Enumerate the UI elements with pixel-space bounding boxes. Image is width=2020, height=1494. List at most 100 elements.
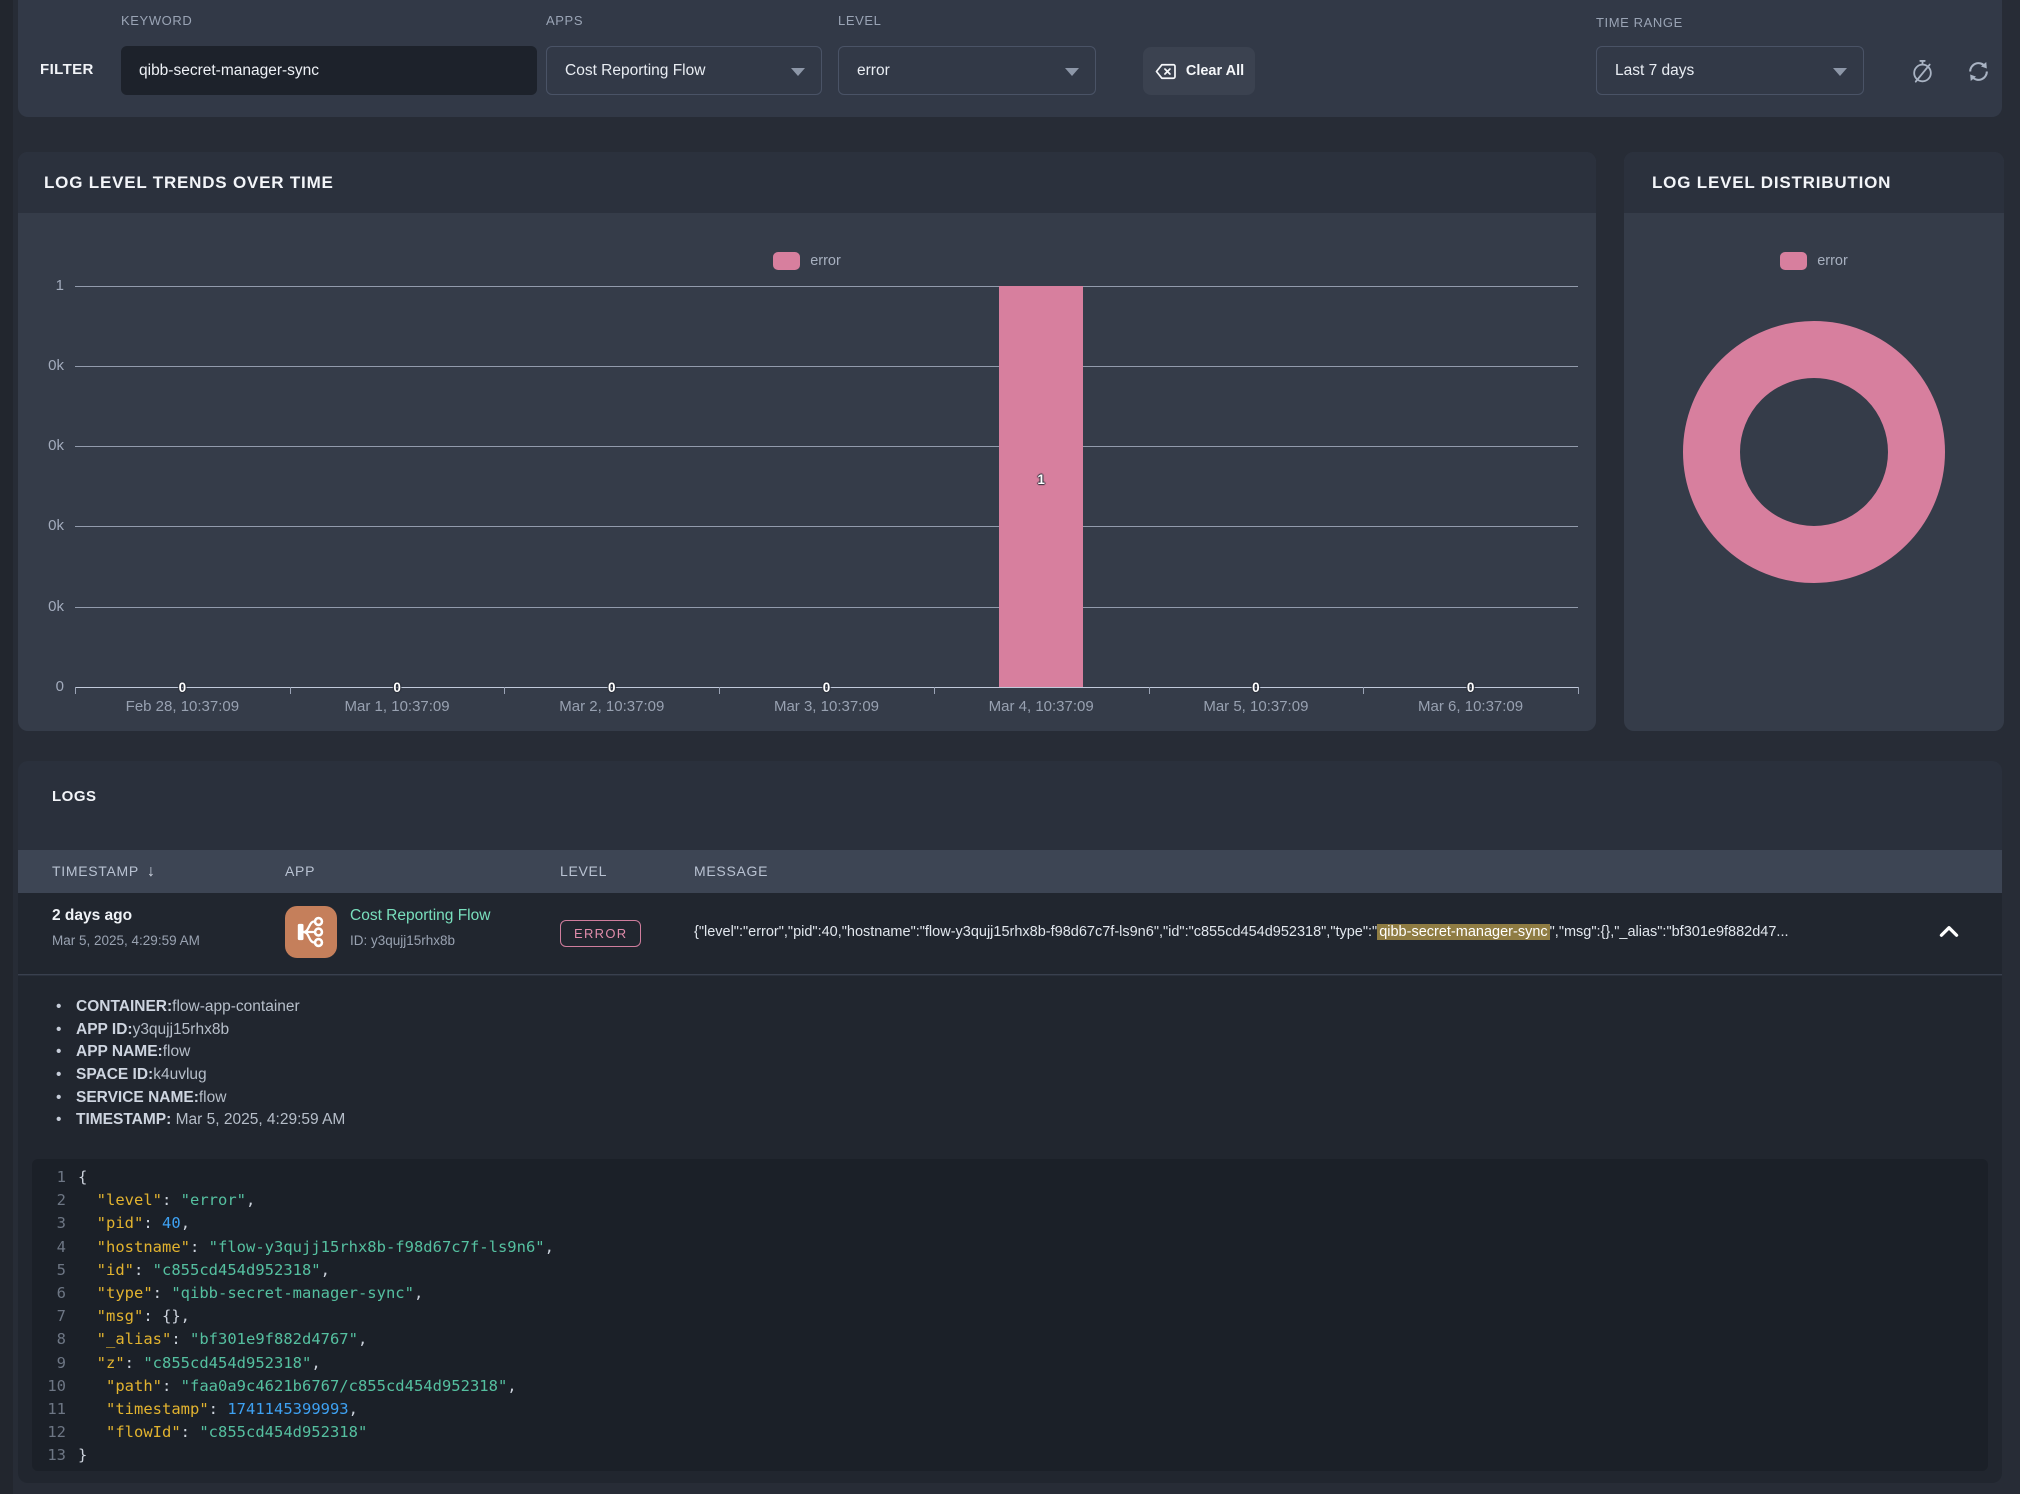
code-token: ,: [180, 1214, 191, 1233]
code-token: :: [143, 1214, 163, 1233]
code-line: 5 "id": "c855cd454d952318",: [38, 1259, 1988, 1282]
code-token: 40: [162, 1214, 181, 1233]
x-axis-tick-label: Mar 6, 10:37:09: [1418, 698, 1524, 715]
code-token: {},: [162, 1307, 191, 1326]
trends-panel-title: LOG LEVEL TRENDS OVER TIME: [44, 173, 334, 192]
code-token: "_alias": [96, 1330, 172, 1349]
code-token: ,: [413, 1283, 424, 1302]
metadata-label: SPACE ID:: [76, 1066, 154, 1084]
code-token: "bf301e9f882d4767": [190, 1330, 358, 1349]
line-number: 8: [56, 1330, 66, 1349]
chevron-up-icon: [1939, 926, 1959, 937]
log-json-viewer[interactable]: 1{2 "level": "error", 3 "pid": 40, 4 "host…: [32, 1159, 1988, 1471]
keyword-label: KEYWORD: [121, 13, 193, 28]
chart-gridline: [75, 526, 1578, 527]
apps-select-value: Cost Reporting Flow: [565, 61, 706, 79]
time-range-select[interactable]: Last 7 days: [1596, 46, 1864, 95]
metadata-value: flow: [162, 1043, 191, 1061]
code-token: ,: [507, 1376, 517, 1395]
log-metadata-item: CONTAINER:flow-app-container: [56, 998, 345, 1021]
log-level-trends-panel: LOG LEVEL TRENDS OVER TIME error 1 0k 0k 0k…: [18, 152, 1596, 731]
line-number: 12: [47, 1423, 66, 1442]
line-number: 3: [56, 1214, 66, 1233]
code-token: :: [171, 1330, 190, 1349]
log-message: {"level":"error","pid":40,"hostname":"fl…: [694, 924, 1789, 940]
line-number: 2: [56, 1191, 66, 1210]
line-number: 1: [56, 1168, 66, 1186]
chart-gridline: [75, 446, 1578, 447]
zero-value-label: 0: [393, 680, 401, 695]
x-axis-tick-mark: [1363, 687, 1365, 694]
code-token: "msg": [96, 1307, 144, 1326]
refresh-icon: [1968, 61, 1988, 81]
x-axis-tick-mark: [719, 687, 721, 694]
keyword-input[interactable]: qibb-secret-manager-sync: [121, 46, 537, 95]
flow-branches-icon: [297, 916, 324, 948]
apps-label: APPS: [546, 13, 584, 28]
x-axis-tick-label: Mar 5, 10:37:09: [1203, 698, 1309, 715]
code-token: [78, 1307, 97, 1325]
line-number: 13: [47, 1446, 66, 1465]
filter-bar-title: FILTER: [40, 61, 94, 78]
column-header-app[interactable]: APP: [285, 863, 316, 879]
log-app-name-link[interactable]: Cost Reporting Flow: [350, 907, 491, 924]
code-token: "c855cd454d952318": [143, 1353, 312, 1372]
code-token: ,: [357, 1330, 368, 1349]
keyword-input-value: qibb-secret-manager-sync: [139, 61, 320, 79]
code-line: 1{: [38, 1166, 1988, 1189]
chevron-down-icon: [791, 67, 805, 76]
metadata-label: APP ID:: [76, 1020, 133, 1038]
collapse-row-button[interactable]: [1936, 919, 1962, 945]
code-token: [78, 1238, 97, 1256]
y-axis-tick-label: 0: [55, 678, 64, 695]
timer-off-icon: [1912, 59, 1932, 83]
logs-title: LOGS: [52, 788, 97, 805]
column-header-message[interactable]: MESSAGE: [694, 863, 769, 879]
code-line: 11 "timestamp": 1741145399993,: [38, 1398, 1988, 1421]
error-legend-swatch: [773, 252, 801, 270]
metadata-label: SERVICE NAME:: [76, 1088, 199, 1106]
trends-legend-error[interactable]: error: [18, 252, 1596, 270]
zero-value-label: 0: [1466, 680, 1475, 695]
log-table-row[interactable]: 2 days ago Mar 5, 2025, 4:29:59 AM Cost …: [18, 893, 2002, 975]
column-header-level[interactable]: LEVEL: [560, 863, 608, 879]
code-token: "c855cd454d952318": [199, 1423, 368, 1442]
column-header-timestamp[interactable]: TIMESTAMP ↓: [52, 863, 156, 880]
metadata-value: flow: [198, 1088, 227, 1106]
clear-all-button[interactable]: Clear All: [1143, 47, 1255, 95]
logs-panel: LOGS TIMESTAMP ↓ APP LEVEL MESSAGE 2 days…: [18, 761, 2002, 1483]
x-axis-tick-mark: [289, 687, 291, 694]
metadata-label: CONTAINER:: [76, 998, 173, 1015]
code-line: 6 "type": "qibb-secret-manager-sync",: [38, 1282, 1988, 1305]
zero-value-label: 0: [822, 680, 831, 695]
code-line: 7 "msg": {},: [38, 1305, 1988, 1328]
code-line: 12 "flowId": "c855cd454d952318": [38, 1421, 1988, 1444]
x-axis-tick-mark: [1148, 687, 1150, 694]
x-axis-tick-label: Mar 3, 10:37:09: [773, 698, 880, 715]
time-range-select-value: Last 7 days: [1615, 61, 1695, 79]
code-token: "flowId": [106, 1423, 181, 1442]
code-token: [78, 1400, 106, 1418]
refresh-button[interactable]: [1963, 56, 1993, 86]
code-token: "hostname": [96, 1237, 190, 1256]
y-axis-tick-label: 0k: [48, 598, 64, 615]
apps-select[interactable]: Cost Reporting Flow: [546, 46, 822, 95]
x-axis-tick-mark: [504, 687, 506, 694]
level-select[interactable]: error: [838, 46, 1096, 95]
log-metadata-list: CONTAINER:flow-app-containerAPP ID:y3quj…: [56, 998, 345, 1134]
code-token: "flow-y3qujj15rhx8b-f98d67c7f-ls9n6": [208, 1237, 545, 1256]
backspace-clear-icon: [1155, 63, 1176, 79]
code-token: :: [180, 1423, 200, 1442]
filter-bar: FILTER KEYWORD qibb-secret-manager-sync …: [18, 0, 2002, 117]
log-metadata-item: TIMESTAMP: Mar 5, 2025, 4:29:59 AM: [56, 1111, 345, 1134]
log-app-id: ID: y3qujj15rhx8b: [350, 933, 456, 948]
distribution-legend-error[interactable]: error: [1624, 252, 2004, 270]
flow-app-icon: [285, 906, 337, 958]
code-token: :: [162, 1191, 181, 1210]
code-token: ,: [348, 1399, 358, 1418]
code-token: [78, 1191, 97, 1209]
auto-refresh-off-button[interactable]: [1907, 56, 1937, 86]
log-metadata-item: APP ID:y3qujj15rhx8b: [56, 1021, 345, 1044]
code-token: "timestamp": [106, 1399, 209, 1418]
error-donut-chart: [1683, 321, 1945, 583]
